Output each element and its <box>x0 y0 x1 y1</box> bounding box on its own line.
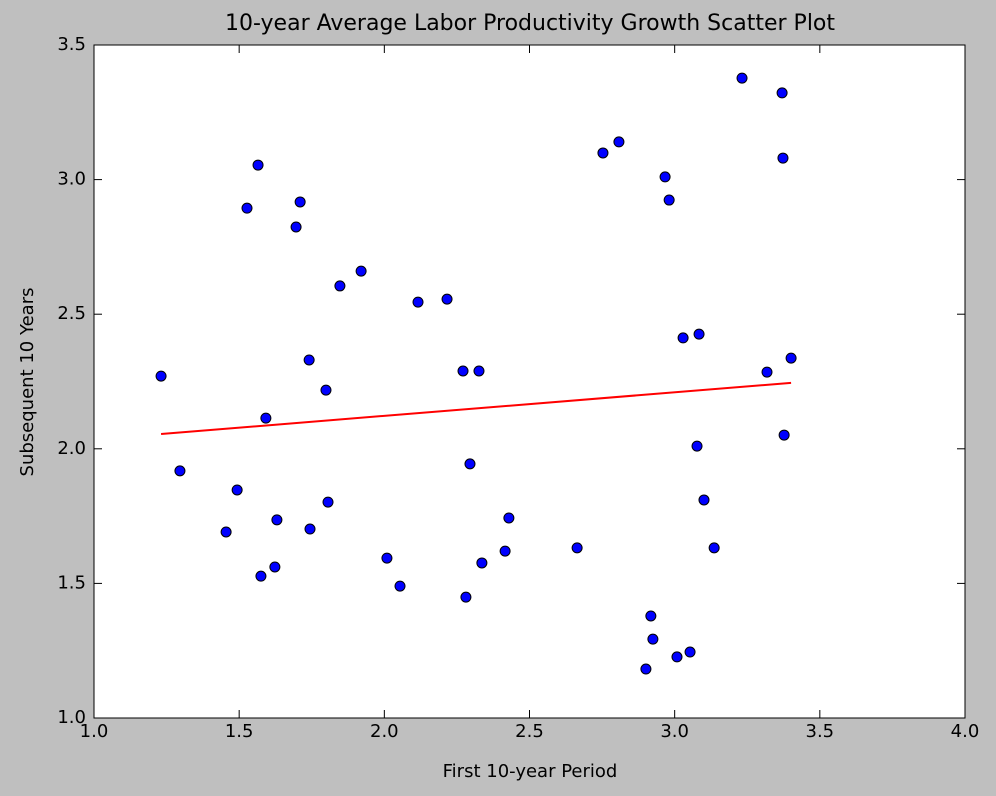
point <box>155 370 167 382</box>
point <box>294 196 306 208</box>
y-axis-label: Subsequent 10 Years <box>17 288 38 477</box>
point <box>174 465 186 477</box>
point <box>412 296 424 308</box>
y-tick-label: 1.5 <box>57 572 86 593</box>
x-tick-label: 3.0 <box>660 721 689 742</box>
point <box>231 484 243 496</box>
point <box>220 526 232 538</box>
point <box>441 293 453 305</box>
point <box>303 354 315 366</box>
point <box>271 514 283 526</box>
point <box>457 365 469 377</box>
point <box>778 429 790 441</box>
point <box>499 545 511 557</box>
y-tick-label: 3.0 <box>57 169 86 190</box>
x-tick-label: 4.0 <box>951 721 980 742</box>
y-tick-label: 1.0 <box>57 707 86 728</box>
y-tick-label: 3.5 <box>57 34 86 55</box>
point <box>503 512 515 524</box>
point <box>460 591 472 603</box>
point <box>571 542 583 554</box>
point <box>640 663 652 675</box>
point <box>597 147 609 159</box>
point <box>241 202 253 214</box>
x-axis-label: First 10-year Period <box>443 761 618 782</box>
point <box>708 542 720 554</box>
x-tick-label: 2.5 <box>515 721 544 742</box>
point <box>677 332 689 344</box>
y-tick-label: 2.0 <box>57 438 86 459</box>
point <box>322 496 334 508</box>
x-tick-label: 3.5 <box>806 721 835 742</box>
point <box>645 610 657 622</box>
point <box>647 633 659 645</box>
point <box>693 328 705 340</box>
point <box>255 570 267 582</box>
point <box>476 557 488 569</box>
point <box>355 265 367 277</box>
x-tick-label: 1.5 <box>225 721 254 742</box>
point <box>785 352 797 364</box>
y-tick-label: 2.5 <box>57 303 86 324</box>
point <box>663 194 675 206</box>
x-tick-label: 2.0 <box>370 721 399 742</box>
plot-area <box>93 44 966 719</box>
point <box>613 136 625 148</box>
point <box>290 221 302 233</box>
point <box>691 440 703 452</box>
trend-line <box>160 381 792 435</box>
point <box>684 646 696 658</box>
point <box>671 651 683 663</box>
point <box>381 552 393 564</box>
point <box>698 494 710 506</box>
point <box>394 580 406 592</box>
x-tick-label: 1.0 <box>80 721 109 742</box>
point <box>320 384 332 396</box>
point <box>659 171 671 183</box>
point <box>464 458 476 470</box>
point <box>260 412 272 424</box>
point <box>776 87 788 99</box>
point <box>777 152 789 164</box>
chart-title: 10-year Average Labor Productivity Growt… <box>225 11 835 36</box>
point <box>761 366 773 378</box>
point <box>252 159 264 171</box>
point <box>304 523 316 535</box>
point <box>473 365 485 377</box>
point <box>736 72 748 84</box>
point <box>269 561 281 573</box>
point <box>334 280 346 292</box>
